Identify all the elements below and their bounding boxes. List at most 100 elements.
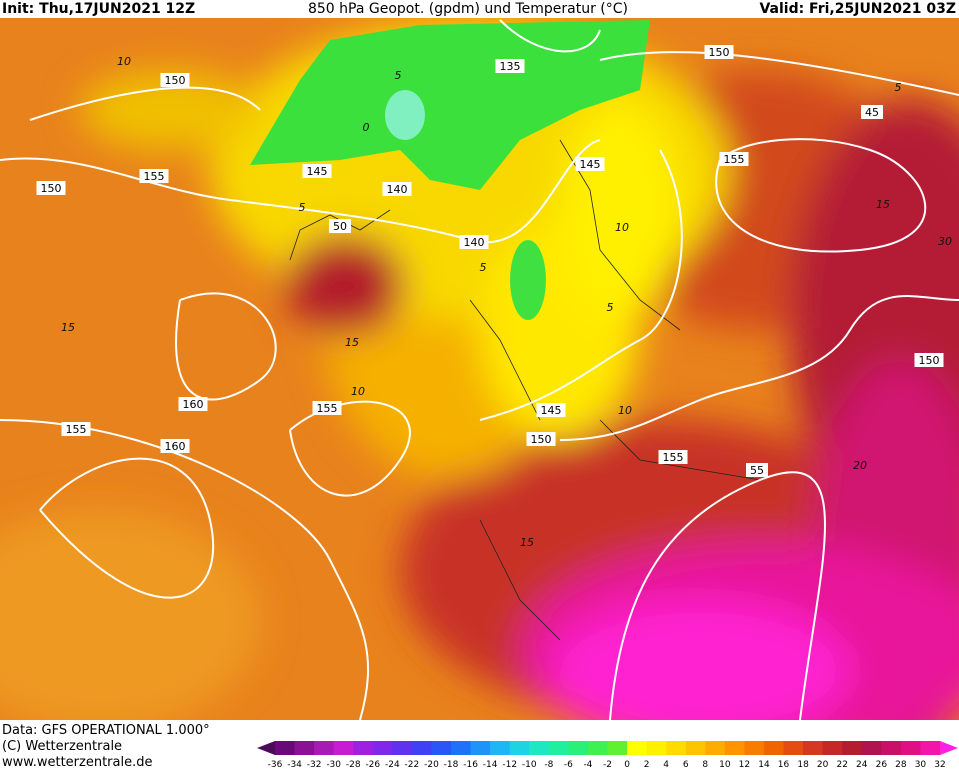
geopotential-label-box [746, 463, 768, 477]
legend-tick-label: 30 [915, 760, 927, 770]
legend-tick-label: 26 [876, 760, 888, 770]
geopotential-label: 145 [580, 158, 601, 171]
legend-tick-label: 16 [778, 760, 790, 770]
legend-swatch [666, 741, 687, 755]
temperature-label: 15 [345, 336, 359, 349]
temperature-label: 30 [938, 235, 952, 248]
legend-tick-label: -34 [287, 760, 302, 770]
legend-swatch [627, 741, 648, 755]
geopotential-label-box [526, 432, 556, 446]
valid-time: Valid: Fri,25JUN2021 03Z [759, 1, 956, 17]
legend-tick-label: -8 [544, 760, 553, 770]
legend-tick-label: -10 [522, 760, 537, 770]
legend-swatch [314, 741, 335, 755]
legend-swatch [353, 741, 374, 755]
temperature-label: 15 [520, 536, 534, 549]
legend-swatch [392, 741, 413, 755]
geopotential-label: 155 [317, 402, 338, 415]
legend-tick-label: -4 [583, 760, 592, 770]
geopotential-label-box [178, 397, 208, 411]
legend-swatch [744, 741, 765, 755]
temperature-label: 10 [117, 55, 131, 68]
geopotential-label: 155 [144, 170, 165, 183]
geopotential-label-box [302, 164, 332, 178]
legend-tick-label: 14 [758, 760, 770, 770]
legend-swatch [509, 741, 530, 755]
geopotential-label: 140 [387, 183, 408, 196]
geopotential-label-box [160, 73, 190, 87]
legend-swatch [587, 741, 608, 755]
legend-tick-label: -24 [385, 760, 400, 770]
geopotential-label-box [861, 105, 883, 119]
temperature-label: 10 [351, 385, 365, 398]
legend-swatch [881, 741, 902, 755]
legend-tick-label: 2 [644, 760, 650, 770]
legend-swatch [294, 741, 315, 755]
legend-swatch [803, 741, 824, 755]
legend-swatch [900, 741, 921, 755]
temperature-label: 5 [395, 69, 402, 82]
legend-swatch [822, 741, 843, 755]
legend-arrow [257, 741, 275, 755]
temperature-label: 5 [607, 301, 614, 314]
geopotential-label-box [139, 169, 169, 183]
temperature-label: 20 [853, 459, 867, 472]
legend-tick-label: 12 [739, 760, 750, 770]
geopotential-label: 145 [307, 165, 328, 178]
legend-swatch [333, 741, 354, 755]
temperature-label: 0 [363, 121, 370, 134]
geopotential-label: 140 [464, 236, 485, 249]
geopotential-label-box [536, 403, 566, 417]
legend-tick-label: -30 [326, 760, 341, 770]
legend-tick-label: -20 [424, 760, 439, 770]
legend-tick-label: -28 [346, 760, 361, 770]
legend-tick-label: 32 [934, 760, 945, 770]
geopotential-label-box [459, 235, 489, 249]
temperature-label: 15 [876, 198, 890, 211]
geopotential-label-box [329, 219, 351, 233]
legend-tick-label: 4 [663, 760, 669, 770]
temperature-label: 5 [299, 201, 306, 214]
geopotential-label: 160 [165, 440, 186, 453]
geopotential-label: 150 [165, 74, 186, 87]
copyright: (C) Wetterzentrale [2, 739, 122, 754]
legend-swatch [490, 741, 511, 755]
legend-swatch [275, 741, 296, 755]
legend-swatch [842, 741, 863, 755]
geopotential-label-box [658, 450, 688, 464]
legend-tick-label: 28 [895, 760, 907, 770]
legend-swatch [470, 741, 491, 755]
website: www.wetterzentrale.de [2, 755, 152, 770]
legend-swatch [861, 741, 882, 755]
geopotential-label-box [914, 353, 944, 367]
geopotential-label: 145 [541, 404, 562, 417]
geopotential-label-box [575, 157, 605, 171]
temperature-label: 5 [895, 81, 902, 94]
geopotential-label: 155 [663, 451, 684, 464]
legend-swatch [685, 741, 706, 755]
geopotential-label: 45 [865, 106, 879, 119]
legend-tick-label: 24 [856, 760, 868, 770]
temperature-label: 15 [61, 321, 75, 334]
geopotential-label-box [160, 439, 190, 453]
legend-swatch [411, 741, 432, 755]
legend-tick-label: -16 [463, 760, 478, 770]
legend-tick-label: -32 [307, 760, 322, 770]
geopotential-label: 50 [333, 220, 347, 233]
geopotential-label-box [36, 181, 66, 195]
legend-swatch [646, 741, 667, 755]
legend-tick-label: -22 [405, 760, 420, 770]
color-legend: -36 -34 -32 -30 -28 -26 -24 -22 -20 -18 -16 -14 -12-… [257, 741, 958, 770]
legend-tick-label: 6 [683, 760, 689, 770]
legend-tick-label: 18 [797, 760, 809, 770]
legend-swatch [548, 741, 569, 755]
legend-swatch [431, 741, 452, 755]
temperature-label: 10 [618, 404, 632, 417]
geopotential-label: 150 [531, 433, 552, 446]
legend-tick-label: -14 [483, 760, 498, 770]
legend-tick-label: 20 [817, 760, 829, 770]
temperature-label: 5 [480, 261, 487, 274]
legend-tick-label: -36 [268, 760, 283, 770]
map-title: 850 hPa Geopot. (gpdm) und Temperatur (°… [308, 1, 628, 17]
geopotential-label-box [719, 152, 749, 166]
